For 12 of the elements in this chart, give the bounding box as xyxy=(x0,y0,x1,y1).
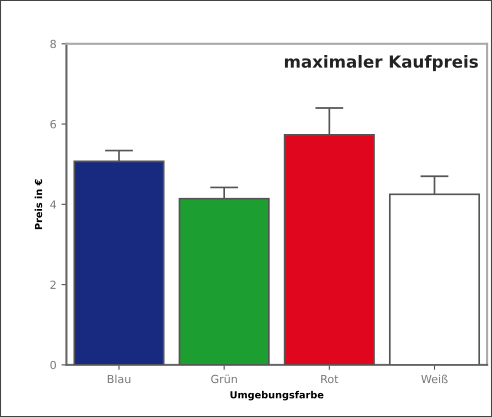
text: maximaler Kaufpreis xyxy=(284,54,478,72)
y-tick-label: 4 xyxy=(50,200,56,209)
x-tick-label: Weiß xyxy=(421,374,448,384)
x-tick-label: Blau xyxy=(108,374,130,384)
x-tick-label: Grün xyxy=(211,374,237,384)
x-axis-title: Umgebungsfarbe xyxy=(230,390,324,400)
y-tick-label: 0 xyxy=(50,360,56,370)
y-tick-label: 6 xyxy=(50,120,56,128)
x-tick-label: Rot xyxy=(321,374,338,384)
y-tick-label: 2 xyxy=(50,280,56,289)
y-axis-title: Preis in € xyxy=(34,179,42,230)
y-tick-label: 8 xyxy=(50,40,56,48)
